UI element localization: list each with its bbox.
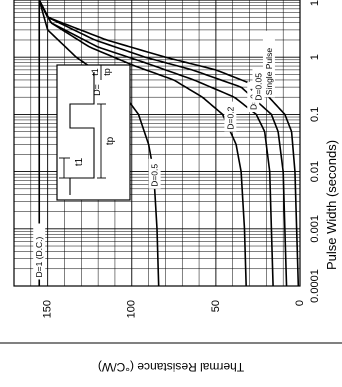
series-line-5 [38, 0, 300, 287]
y-tick-label: 150 [42, 300, 54, 318]
x-tick-label: 0.1 [309, 107, 321, 122]
series-label-2: D=0.2 [225, 106, 235, 129]
t1-label: t1 [74, 157, 85, 166]
duty-cycle-inset: t1 tp D= t1 tp [56, 64, 131, 201]
formula-numerator: t1 [90, 68, 100, 76]
x-tick-label: 1 [309, 54, 321, 60]
series-label-5: Single Pulse [264, 48, 274, 96]
series-label-0: D=1 (D.C.) [34, 236, 44, 277]
x-tick-label: 0.0001 [309, 269, 321, 303]
x-tick-label: 10 [309, 0, 321, 6]
series-label-1: D=0.5 [150, 164, 160, 187]
plot-frame [13, 0, 301, 287]
formula-lhs: D= [92, 84, 102, 96]
y-tick-label: 0 [294, 300, 306, 306]
series-line-2 [38, 0, 247, 287]
series-line-4 [38, 0, 288, 287]
x-tick-label: 0.01 [309, 161, 321, 182]
series-label-bg-5 [262, 30, 275, 98]
formula-denominator: tp [102, 68, 112, 76]
x-axis-title: Pulse Width (seconds) [324, 140, 339, 270]
series-line-3 [38, 0, 274, 287]
series-label-bg-2 [224, 101, 237, 132]
grid [13, 0, 301, 287]
y-tick-label: 100 [126, 300, 138, 318]
plot-border [13, 0, 301, 287]
series-label-bg-1 [148, 158, 161, 189]
x-tick-label: 0.001 [309, 215, 321, 243]
series-label-bg-4 [252, 67, 265, 103]
tp-label: tp [105, 136, 116, 145]
y-tick-label: 50 [210, 300, 222, 312]
pulse-waveform [69, 72, 95, 195]
series-label-4: D=0.05 [253, 73, 263, 101]
y-axis-title: Thermal Resistance (°C/W) [98, 360, 244, 374]
series-line-1 [38, 0, 160, 287]
series-label-bg-0 [33, 223, 46, 280]
